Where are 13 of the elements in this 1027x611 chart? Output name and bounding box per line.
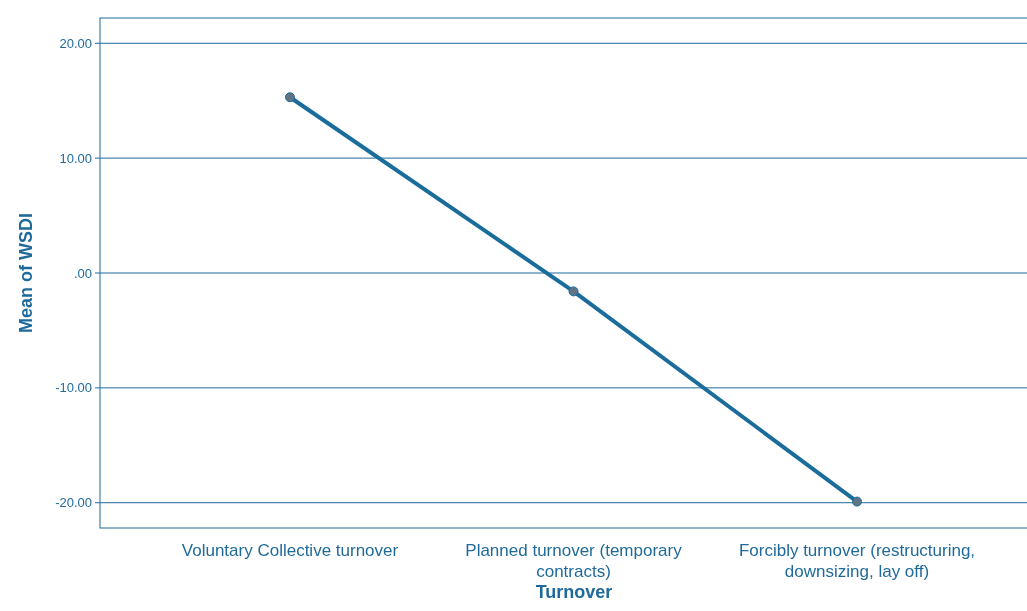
- y-tick-label: -10.00: [55, 380, 92, 396]
- point: [285, 92, 295, 103]
- point: [568, 286, 579, 297]
- y-tick-label: 20.00: [59, 35, 92, 51]
- y-tick-label: .00: [73, 265, 92, 281]
- x-tick-label: Voluntary Collective turnover: [181, 541, 399, 560]
- x-axis-title: Turnover: [535, 582, 613, 602]
- x-tick-label: Planned turnover (temporary contracts): [465, 541, 683, 581]
- y-axis-title: Mean of WSDI: [16, 213, 36, 333]
- point: [852, 496, 862, 507]
- y-tick-label: 10.00: [59, 150, 92, 166]
- y-tick-label: -20.00: [55, 495, 92, 511]
- x-tick-label: Forcibly turnover (restructuring, downsizing, lay off): [738, 541, 976, 581]
